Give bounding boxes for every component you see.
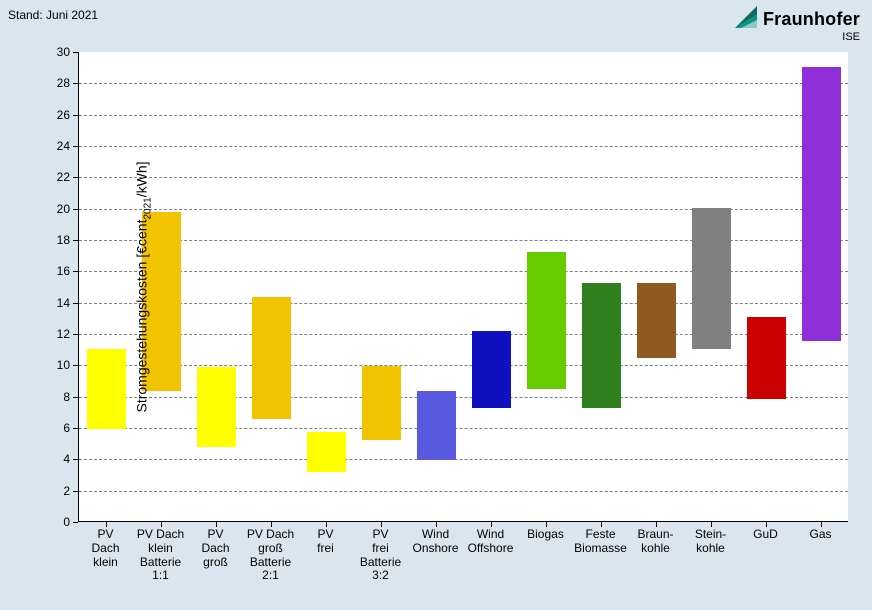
ytick-label: 30: [57, 45, 78, 59]
ytick-label: 14: [57, 296, 78, 310]
bar: [582, 283, 622, 408]
grid-line: [79, 491, 848, 492]
bar: [252, 297, 292, 419]
grid-line: [79, 83, 848, 84]
grid-line: [79, 365, 848, 366]
grid-line: [79, 177, 848, 178]
bar: [747, 317, 787, 398]
x-axis-label: GuD: [738, 522, 793, 542]
x-axis-label: Gas: [793, 522, 848, 542]
grid-line: [79, 115, 848, 116]
x-axis-label: Stein- kohle: [683, 522, 738, 556]
grid-line: [79, 459, 848, 460]
grid-line: [79, 240, 848, 241]
x-axis-label: PV frei: [298, 522, 353, 556]
ytick-label: 0: [63, 515, 78, 529]
bar: [307, 432, 347, 473]
bar: [472, 331, 512, 408]
grid-line: [79, 146, 848, 147]
page: Stand: Juni 2021 Fraunhofer ISE Stromges…: [0, 0, 872, 610]
grid-line: [79, 334, 848, 335]
ytick-label: 20: [57, 202, 78, 216]
ytick-label: 22: [57, 170, 78, 184]
ytick-label: 4: [63, 452, 78, 466]
x-axis-label: PV Dach groß: [188, 522, 243, 569]
x-axis-label: Biogas: [518, 522, 573, 542]
ytick-label: 8: [63, 390, 78, 404]
ytick-label: 24: [57, 139, 78, 153]
bar: [362, 366, 402, 440]
fraunhofer-logo-icon: [735, 6, 757, 33]
x-axis-label: Braun- kohle: [628, 522, 683, 556]
bar: [87, 349, 127, 429]
x-axis-label: PV frei Batterie 3:2: [353, 522, 408, 583]
brand: Fraunhofer ISE: [735, 6, 860, 43]
x-axis-label: PV Dach klein Batterie 1:1: [133, 522, 188, 583]
ytick-label: 2: [63, 484, 78, 498]
ytick-label: 6: [63, 421, 78, 435]
ytick-label: 16: [57, 264, 78, 278]
stand-date: Stand: Juni 2021: [8, 8, 98, 22]
ytick-label: 10: [57, 358, 78, 372]
x-axis-label: Wind Onshore: [408, 522, 463, 556]
x-axis-label: Feste Biomasse: [573, 522, 628, 556]
grid-line: [79, 303, 848, 304]
grid-line: [79, 428, 848, 429]
grid-line: [79, 271, 848, 272]
ytick-label: 18: [57, 233, 78, 247]
x-axis-label: PV Dach klein: [78, 522, 133, 569]
bar: [637, 283, 677, 358]
grid-line: [79, 397, 848, 398]
y-axis-label: Stromgestehungskosten [€cent2021/kWh]: [134, 161, 154, 412]
plot-area: [78, 52, 848, 522]
bar: [802, 67, 842, 341]
bar: [417, 391, 457, 460]
ytick-label: 28: [57, 76, 78, 90]
grid-line: [79, 209, 848, 210]
ytick-label: 26: [57, 108, 78, 122]
brand-name: Fraunhofer: [763, 9, 860, 30]
x-axis-label: Wind Offshore: [463, 522, 518, 556]
bar: [692, 208, 732, 349]
ytick-label: 12: [57, 327, 78, 341]
bar: [197, 367, 237, 447]
x-axis-label: PV Dach groß Batterie 2:1: [243, 522, 298, 583]
bar: [527, 252, 567, 390]
chart: Stromgestehungskosten [€cent2021/kWh] 02…: [78, 52, 848, 522]
